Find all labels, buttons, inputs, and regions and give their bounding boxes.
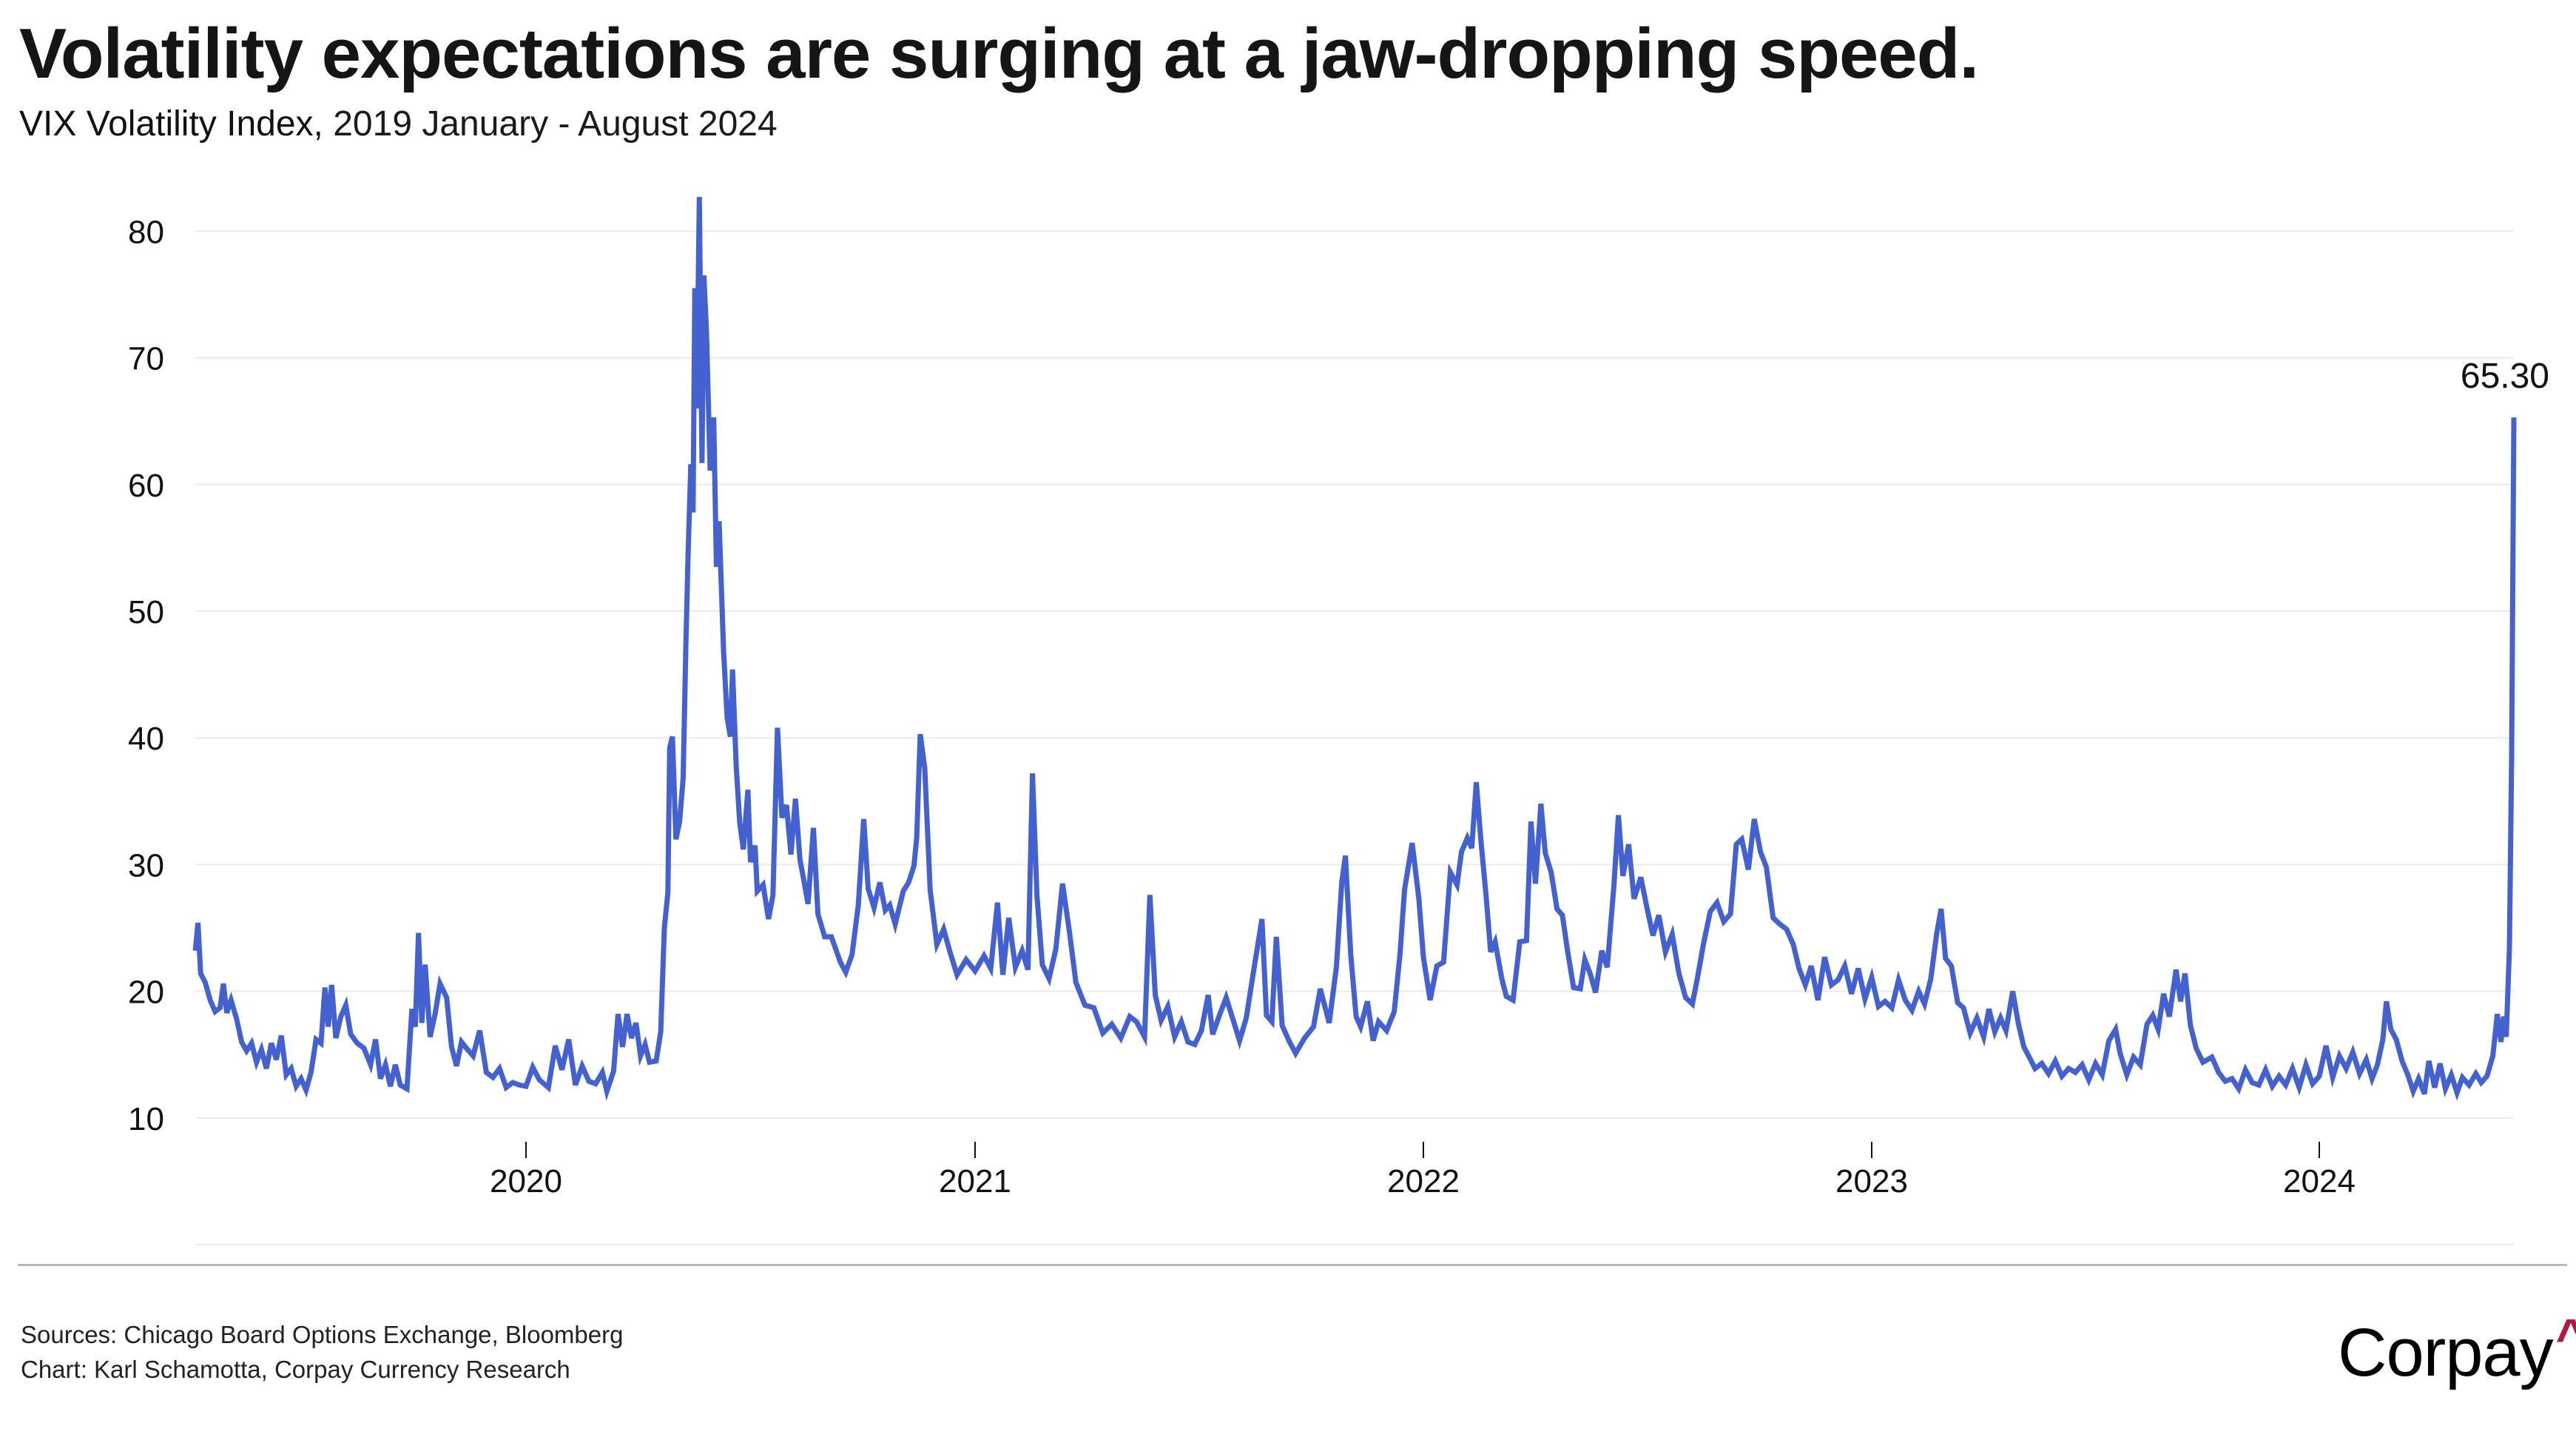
gridlines bbox=[195, 230, 2514, 1245]
sources-note: Sources: Chicago Board Options Exchange,… bbox=[21, 1321, 624, 1348]
x-tick-label: 2023 bbox=[1835, 1163, 1908, 1200]
y-tick-label: 60 bbox=[128, 468, 164, 504]
vix-series-line bbox=[192, 197, 2517, 1101]
y-tick-label: 30 bbox=[128, 847, 164, 884]
footer-separator bbox=[18, 1264, 2567, 1266]
y-tick-label: 20 bbox=[128, 975, 164, 1011]
chart-credit-note: Chart: Karl Schamotta, Corpay Currency R… bbox=[21, 1356, 570, 1383]
chart-subtitle: VIX Volatility Index, 2019 January - Aug… bbox=[19, 104, 778, 144]
y-tick-label: 10 bbox=[128, 1101, 164, 1137]
corpay-logo: Corpay^ bbox=[2338, 1308, 2576, 1392]
x-tick-label: 2021 bbox=[939, 1163, 1011, 1200]
y-tick-label: 70 bbox=[128, 341, 164, 377]
y-tick-label: 50 bbox=[128, 594, 164, 630]
y-axis-tick-labels: 10 20 30 40 50 60 70 80 bbox=[128, 214, 164, 1137]
x-tick-label: 2020 bbox=[490, 1163, 562, 1200]
x-tick-label: 2024 bbox=[2283, 1163, 2356, 1200]
chart-title: Volatility expectations are surging at a… bbox=[19, 14, 1979, 93]
subtitle-date-range: 2019 January - August 2024 bbox=[323, 104, 778, 144]
x-tick-label: 2022 bbox=[1387, 1163, 1460, 1200]
last-value-annotation: 65.30 bbox=[2461, 357, 2549, 396]
caret-icon: ^ bbox=[2555, 1308, 2576, 1366]
logo-wordmark: Corpay bbox=[2338, 1315, 2554, 1390]
y-tick-label: 80 bbox=[128, 214, 164, 250]
y-tick-label: 40 bbox=[128, 721, 164, 757]
subtitle-series-name: VIX Volatility Index, bbox=[19, 104, 323, 144]
x-axis-ticks: 2020 2021 2022 2023 2024 bbox=[490, 1142, 2356, 1200]
footer-notes: Sources: Chicago Board Options Exchange,… bbox=[21, 1317, 623, 1387]
